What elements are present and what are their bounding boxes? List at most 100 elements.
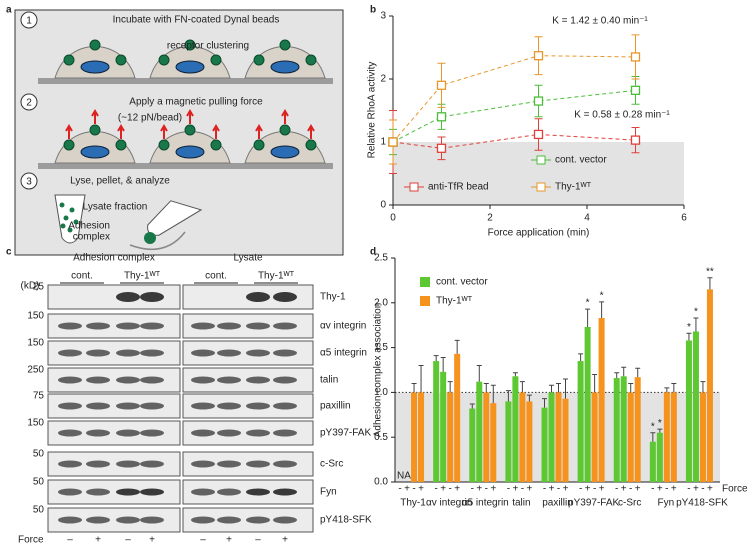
blot-band: [116, 488, 140, 496]
force-arrow: [307, 124, 315, 139]
bead: [63, 139, 75, 151]
legend-marker: [409, 182, 419, 192]
bar: [692, 331, 699, 482]
kd-label: 50: [33, 505, 45, 516]
x-tick-label: 2: [487, 213, 493, 224]
bar: [519, 392, 526, 482]
bar: [526, 401, 533, 482]
kd-label: 150: [27, 418, 44, 429]
protein-label: c-Src: [320, 459, 343, 470]
error-bar: [556, 382, 561, 393]
error-bar: [671, 382, 677, 393]
force-sign: -: [687, 484, 690, 495]
blot-band: [191, 402, 215, 410]
x-tick-label: αv integrin: [426, 498, 472, 509]
y-tick-label: 0: [380, 200, 386, 211]
bar: [418, 392, 425, 482]
bead: [60, 223, 66, 229]
force-arrow: [117, 124, 125, 139]
bead: [158, 54, 170, 66]
force-sign: +: [418, 484, 424, 495]
force-arrow: [160, 124, 168, 139]
x-tick-label: c-Src: [618, 498, 641, 509]
blot-band: [217, 460, 241, 468]
bar: [469, 408, 476, 482]
blot-band: [86, 429, 110, 437]
marker: [630, 85, 641, 95]
error-bar: [686, 332, 692, 341]
legend-label: cont. vector: [555, 155, 607, 166]
error-bar: [476, 365, 482, 382]
force-sign: +: [549, 484, 555, 495]
error-bar: [635, 367, 641, 378]
error-bar: [454, 339, 460, 354]
blot-band: [58, 516, 82, 524]
blot-band: [273, 292, 297, 302]
x-tick-label: 6: [681, 213, 687, 224]
curved-arrow: [129, 231, 186, 251]
force-sign: +: [621, 484, 627, 495]
blot-band: [191, 322, 215, 330]
blot-band: [140, 322, 164, 330]
error-bar: [628, 382, 634, 393]
force-sign: -: [651, 484, 654, 495]
bar: [584, 326, 591, 482]
force-sign: +: [95, 535, 101, 546]
error-bar: [707, 277, 713, 290]
kd-label: 75: [33, 391, 45, 402]
error-bar: [693, 317, 699, 332]
blot-condition: Thy-1ᵂᵀ: [124, 271, 161, 282]
blot-band: [140, 349, 164, 357]
blot-band: [273, 322, 297, 330]
bar: [440, 371, 447, 482]
blot-band: [273, 402, 297, 410]
blot-band: [273, 460, 297, 468]
bar: [483, 392, 490, 482]
significance: *: [600, 291, 604, 302]
blot-band: [217, 488, 241, 496]
kd-label: 50: [33, 449, 45, 460]
blot-band: [246, 460, 270, 468]
y-tick-label: 1.5: [374, 342, 388, 353]
blot-band: [140, 402, 164, 410]
blot-band: [217, 322, 241, 330]
blot-band: [58, 460, 82, 468]
blot-band: [86, 349, 110, 357]
error-bar: [440, 356, 446, 372]
bead: [279, 124, 291, 136]
force-arrow: [186, 109, 194, 124]
marker: [436, 112, 447, 122]
blot-band: [58, 376, 82, 384]
nucleus: [175, 60, 205, 74]
bar: [476, 381, 483, 482]
force-sign: -: [398, 484, 401, 495]
annotation: Adhesion: [68, 221, 110, 232]
shaded-region: [393, 142, 684, 205]
step-circle: [20, 172, 38, 190]
marker: [533, 96, 544, 106]
force-sign: -: [543, 484, 546, 495]
significance: *: [651, 421, 655, 432]
blot-band: [246, 292, 270, 302]
marker: [388, 137, 398, 147]
step-circle: [20, 93, 38, 111]
substrate: [38, 78, 333, 84]
blot-band: [246, 516, 270, 524]
force-sign: +: [454, 484, 460, 495]
blot-band: [116, 292, 140, 302]
blot-band: [273, 349, 297, 357]
force-sign: +: [512, 484, 518, 495]
force-sign: –: [255, 535, 261, 546]
force-arrow: [65, 124, 73, 139]
legend-label: Thy-1ᵂᵀ: [555, 182, 592, 193]
blot-condition: Thy-1ᵂᵀ: [258, 271, 295, 282]
bar: [620, 376, 627, 482]
error-bar: [664, 387, 670, 393]
blot-band: [86, 488, 110, 496]
bead: [89, 39, 101, 51]
x-tick-label: pY418-SFK: [676, 498, 728, 509]
force-sign: +: [657, 484, 663, 495]
blot-band: [217, 429, 241, 437]
legend-swatch: [420, 296, 430, 306]
blot-band: [246, 322, 270, 330]
